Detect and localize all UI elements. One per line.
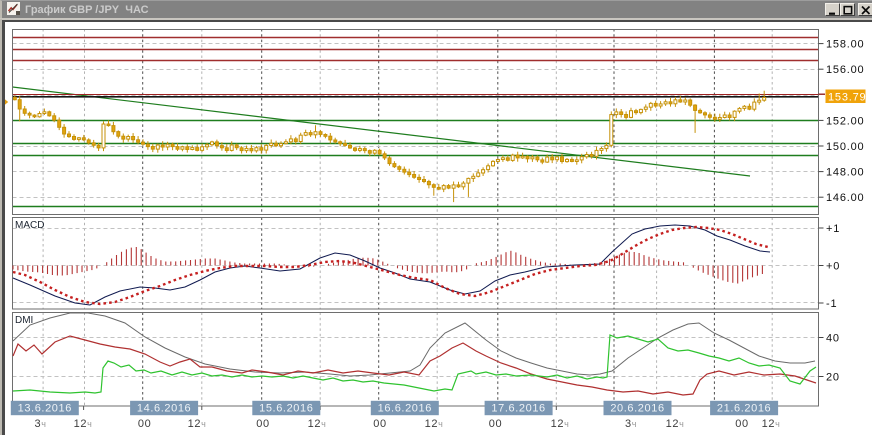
svg-text:148.00: 148.00 bbox=[826, 167, 864, 179]
svg-text:00: 00 bbox=[489, 418, 502, 430]
svg-text:3ч: 3ч bbox=[625, 418, 637, 430]
svg-text:150.00: 150.00 bbox=[826, 141, 864, 153]
svg-text:158.00: 158.00 bbox=[826, 39, 864, 51]
svg-text:+0: +0 bbox=[826, 261, 840, 273]
svg-text:20.6.2016: 20.6.2016 bbox=[610, 403, 664, 415]
svg-text:156.00: 156.00 bbox=[826, 64, 864, 76]
svg-text:14.6.2016: 14.6.2016 bbox=[137, 403, 191, 415]
svg-text:16.6.2016: 16.6.2016 bbox=[378, 403, 432, 415]
svg-text:12ч: 12ч bbox=[308, 418, 327, 430]
svg-text:13.6.2016: 13.6.2016 bbox=[18, 403, 72, 415]
svg-text:17.6.2016: 17.6.2016 bbox=[491, 403, 545, 415]
svg-text:12ч: 12ч bbox=[551, 418, 570, 430]
svg-text:12ч: 12ч bbox=[666, 418, 685, 430]
svg-text:00: 00 bbox=[735, 418, 748, 430]
svg-text:21.6.2016: 21.6.2016 bbox=[717, 403, 771, 415]
svg-text:3ч: 3ч bbox=[34, 418, 46, 430]
svg-text:153.79: 153.79 bbox=[828, 92, 866, 104]
svg-text:-1: -1 bbox=[826, 298, 837, 310]
svg-text:152.00: 152.00 bbox=[826, 115, 864, 127]
svg-text:146.00: 146.00 bbox=[826, 192, 864, 204]
svg-text:12ч: 12ч bbox=[425, 418, 444, 430]
svg-text:DMI: DMI bbox=[15, 315, 33, 326]
svg-text:15.6.2016: 15.6.2016 bbox=[259, 403, 313, 415]
svg-text:40: 40 bbox=[826, 333, 840, 345]
svg-text:12ч: 12ч bbox=[74, 418, 93, 430]
svg-text:00: 00 bbox=[138, 418, 151, 430]
svg-text:12ч: 12ч bbox=[188, 418, 207, 430]
svg-text:00: 00 bbox=[373, 418, 386, 430]
svg-text:00: 00 bbox=[256, 418, 269, 430]
svg-text:+1: +1 bbox=[826, 223, 840, 235]
svg-text:12ч: 12ч bbox=[762, 418, 781, 430]
svg-text:20: 20 bbox=[826, 372, 840, 384]
svg-text:MACD: MACD bbox=[15, 220, 44, 231]
